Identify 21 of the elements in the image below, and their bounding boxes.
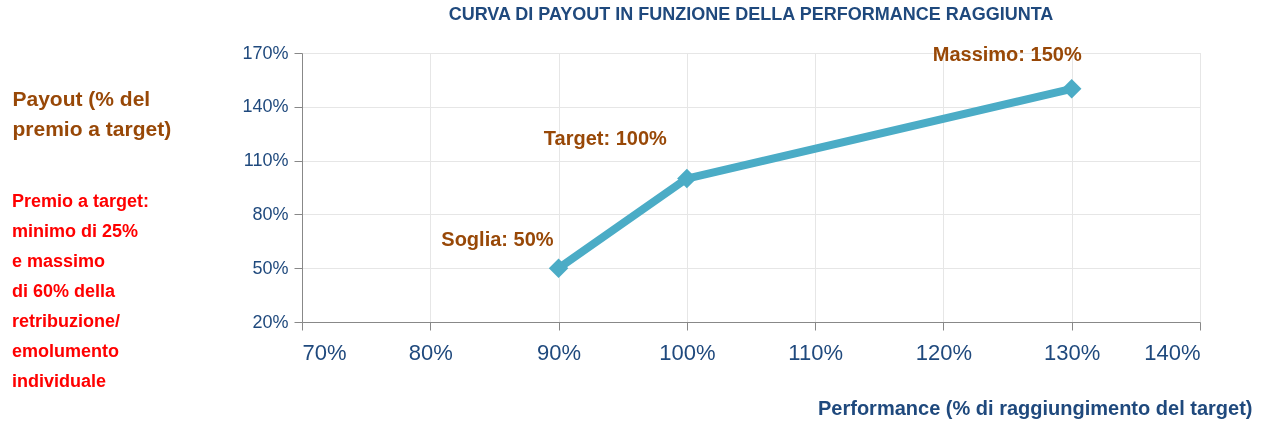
x-tick-label: 80% bbox=[408, 339, 453, 365]
x-tick-label: 100% bbox=[659, 339, 716, 365]
y-tick-label: 140% bbox=[242, 96, 289, 117]
x-tick-label: 70% bbox=[302, 339, 347, 365]
x-tick-label: 130% bbox=[1044, 339, 1101, 365]
y-axis-title: Payout (% del premio a target) bbox=[12, 86, 172, 140]
annotation: Massimo: 150% bbox=[932, 42, 1082, 65]
y-tick-label: 170% bbox=[242, 42, 289, 63]
text: Premio a target: minimo di 25% e massimo di 60% della retribuzione/ emolumento individuale bbox=[12, 191, 150, 391]
x-tick-label: 140% bbox=[1144, 339, 1201, 365]
x-tick-label: 110% bbox=[788, 339, 843, 365]
annotation: Target: 100% bbox=[543, 126, 668, 149]
y-tick-label: 50% bbox=[252, 257, 289, 278]
y-tick-label: 110% bbox=[243, 150, 289, 171]
y-tick-label: 20% bbox=[252, 311, 289, 332]
chart-title: CURVA DI PAYOUT IN FUNZIONE DELLA PERFORMANCE RAGGIUNTA bbox=[448, 4, 1054, 24]
x-axis-title: Performance (% di raggiungimento del target) bbox=[817, 396, 1253, 419]
annotation: Soglia: 50% bbox=[441, 228, 554, 251]
x-tick-label: 120% bbox=[915, 339, 973, 365]
x-tick-label: 90% bbox=[537, 339, 582, 365]
y-tick-label: 80% bbox=[252, 203, 289, 224]
